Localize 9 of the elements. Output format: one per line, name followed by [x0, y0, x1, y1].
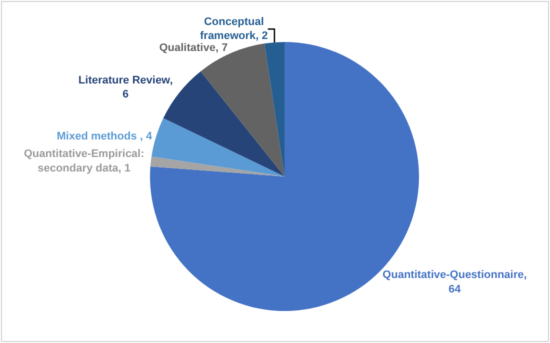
- pie-slice: [264, 42, 284, 176]
- slice-label: Quantitative-Questionnaire, 64: [382, 269, 527, 296]
- slice-label: Literature Review, 6: [78, 74, 173, 101]
- slice-label: Qualitative, 7: [159, 42, 228, 54]
- slice-label: Conceptual framework, 2: [200, 16, 268, 42]
- pie-slice: [150, 156, 284, 176]
- pie-slice: [152, 118, 284, 176]
- slice-label: Quantitative-Empirical: secondary data, 1: [24, 148, 144, 174]
- slice-label: Mixed methods , 4: [56, 130, 153, 142]
